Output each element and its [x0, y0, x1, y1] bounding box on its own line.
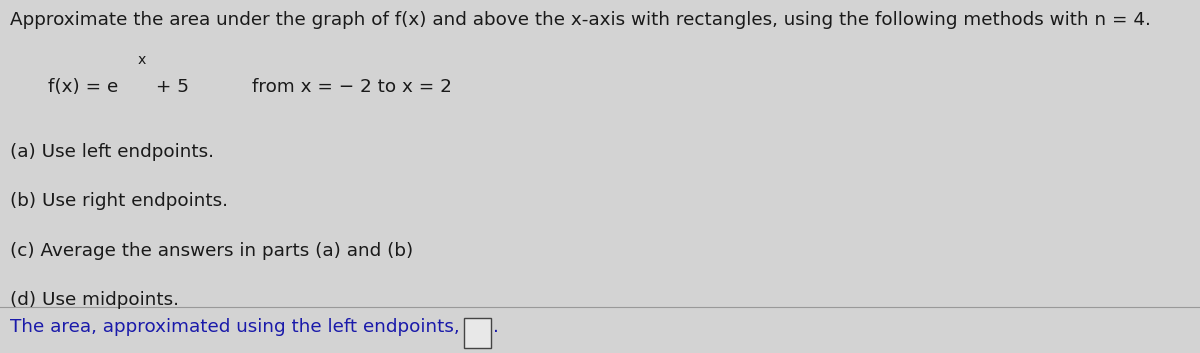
Text: x: x: [138, 53, 146, 67]
Text: The area, approximated using the left endpoints, is: The area, approximated using the left en…: [10, 318, 480, 336]
FancyBboxPatch shape: [464, 318, 491, 348]
Text: from x = − 2 to x = 2: from x = − 2 to x = 2: [252, 78, 452, 96]
Text: + 5: + 5: [150, 78, 190, 96]
Text: (a) Use left endpoints.: (a) Use left endpoints.: [10, 143, 214, 161]
Text: .: .: [493, 318, 499, 336]
Text: (d) Use midpoints.: (d) Use midpoints.: [10, 291, 179, 309]
Text: (b) Use right endpoints.: (b) Use right endpoints.: [10, 192, 228, 210]
Text: (c) Average the answers in parts (a) and (b): (c) Average the answers in parts (a) and…: [10, 242, 413, 260]
Text: f(x) = e: f(x) = e: [48, 78, 119, 96]
Text: Approximate the area under the graph of f(x) and above the x-axis with rectangle: Approximate the area under the graph of …: [10, 11, 1151, 29]
